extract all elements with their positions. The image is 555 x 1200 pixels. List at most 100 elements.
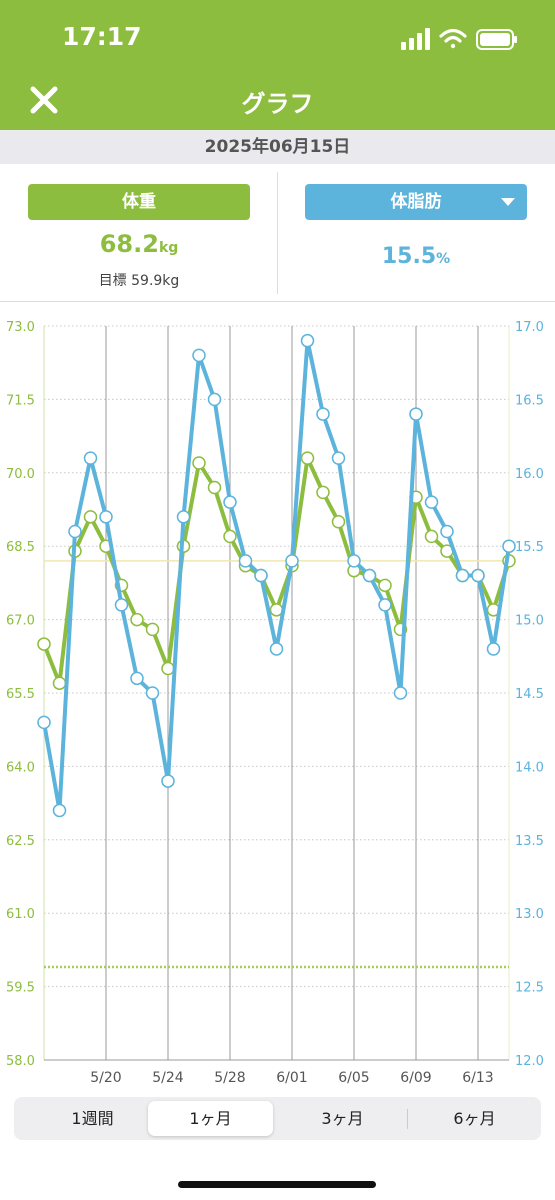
summary-panel: 体重 68.2kg 目標 59.9kg 体脂肪 15.5% (0, 164, 555, 302)
y-right-tick-label: 14.5 (515, 687, 544, 702)
fat-data-point (378, 598, 392, 612)
y-right-tick-label: 12.0 (515, 1054, 544, 1069)
x-tick-label: 6/01 (276, 1070, 307, 1086)
y-left-tick-label: 65.5 (6, 687, 35, 702)
nav-bar: グラフ (0, 72, 555, 130)
fat-data-point (502, 539, 516, 553)
weight-data-point (192, 456, 206, 470)
status-bar: 17:17 (0, 0, 555, 72)
fat-data-point (176, 510, 191, 524)
x-tick-label: 6/13 (462, 1070, 493, 1086)
fat-label: 体脂肪 (390, 192, 442, 212)
status-icons (401, 28, 517, 50)
home-indicator (178, 1181, 376, 1188)
fat-data-point (207, 392, 222, 407)
weight-goal: 目標 59.9kg (98, 273, 180, 289)
weight-data-point (424, 529, 439, 544)
fat-data-point (331, 451, 346, 465)
x-tick-label: 6/09 (400, 1070, 431, 1086)
fat-data-point (316, 407, 330, 421)
weight-data-point (37, 637, 51, 651)
weight-data-point (300, 451, 315, 465)
fat-number: 15.5 (381, 244, 437, 269)
y-left-tick-label: 67.0 (6, 614, 35, 629)
fat-data-point (393, 686, 408, 700)
weight-data-point (83, 510, 98, 524)
weight-value: 68.2kg (28, 230, 250, 258)
y-left-tick-label: 64.0 (6, 760, 35, 775)
y-left-tick-label: 59.5 (6, 981, 35, 996)
y-left-tick-label: 73.0 (6, 320, 35, 335)
wifi-icon (439, 28, 467, 49)
y-left-tick-label: 71.5 (6, 393, 35, 408)
weight-data-point (207, 480, 222, 495)
fat-data-point (440, 524, 454, 539)
fat-value: 15.5% (305, 244, 527, 269)
weight-data-point (161, 661, 175, 676)
summary-divider (277, 172, 278, 294)
fat-data-point (254, 568, 268, 583)
fat-unit: % (436, 251, 451, 267)
y-right-tick-label: 15.0 (515, 614, 544, 629)
y-left-tick-label: 70.0 (6, 467, 35, 482)
fat-data-point (130, 671, 144, 686)
fat-data-point (455, 568, 470, 583)
x-tick-label: 5/20 (90, 1070, 121, 1086)
fat-data-point (269, 642, 284, 656)
y-right-tick-label: 16.0 (515, 467, 544, 482)
weight-data-point (331, 514, 346, 529)
page-title: グラフ (241, 90, 314, 118)
date-label: 2025年06月15日 (0, 130, 555, 164)
fat-data-point (238, 554, 253, 568)
weight-fat-chart[interactable]: 73.0 17.0 71.5 16.5 70.0 16.0 68.5 15.5 67.0 15.0… (0, 302, 555, 1092)
fat-data-point (83, 451, 98, 465)
period-1-week[interactable]: 1週間 (71, 1109, 114, 1128)
fat-series-line (42, 338, 511, 813)
fat-data-point (161, 774, 175, 788)
y-right-tick-label: 12.5 (515, 981, 544, 996)
x-tick-label: 5/24 (152, 1070, 184, 1086)
fat-data-point (471, 568, 485, 583)
weight-number: 68.2 (99, 230, 159, 258)
y-left-tick-label: 68.5 (6, 540, 35, 555)
fat-data-point (223, 495, 237, 509)
fat-data-point (192, 348, 206, 363)
fat-data-point (347, 554, 361, 568)
weight-button[interactable]: 体重 (28, 184, 250, 220)
weight-unit: kg (158, 240, 179, 256)
fat-data-point (145, 686, 160, 700)
fat-data-point (37, 715, 51, 730)
period-selector: 1週間 1ヶ月 3ヶ月 6ヶ月 (14, 1097, 541, 1140)
x-tick-label: 5/28 (214, 1070, 245, 1086)
weight-data-point (130, 612, 144, 627)
x-tick-label: 6/05 (338, 1070, 369, 1086)
close-icon[interactable] (24, 80, 64, 120)
status-time: 17:17 (62, 22, 142, 51)
weight-data-point (145, 622, 160, 637)
fat-data-point (99, 510, 113, 524)
fat-data-point (52, 803, 67, 818)
y-right-tick-label: 15.5 (515, 540, 544, 555)
fat-data-point (114, 598, 129, 612)
segment-separator (407, 1109, 408, 1129)
y-right-tick-label: 13.5 (515, 834, 544, 849)
y-right-tick-label: 14.0 (515, 760, 544, 775)
fat-data-point (68, 524, 82, 539)
period-1-month[interactable]: 1ヶ月 (148, 1101, 273, 1136)
fat-data-point (486, 642, 501, 656)
signal-icon (401, 28, 430, 50)
weight-data-point (52, 676, 67, 690)
y-left-tick-label: 61.0 (6, 907, 35, 922)
y-left-tick-label: 62.5 (6, 834, 35, 849)
chevron-down-icon (501, 198, 515, 206)
period-6-months[interactable]: 6ヶ月 (453, 1109, 496, 1128)
fat-data-point (424, 495, 439, 509)
fat-data-point (362, 568, 377, 583)
y-right-tick-label: 13.0 (515, 907, 544, 922)
period-3-months[interactable]: 3ヶ月 (321, 1109, 364, 1128)
weight-data-point (378, 578, 392, 593)
fat-data-point (300, 333, 315, 348)
y-right-tick-label: 16.5 (515, 393, 544, 408)
fat-data-point (409, 407, 423, 421)
fat-dropdown[interactable]: 体脂肪 (305, 184, 527, 220)
